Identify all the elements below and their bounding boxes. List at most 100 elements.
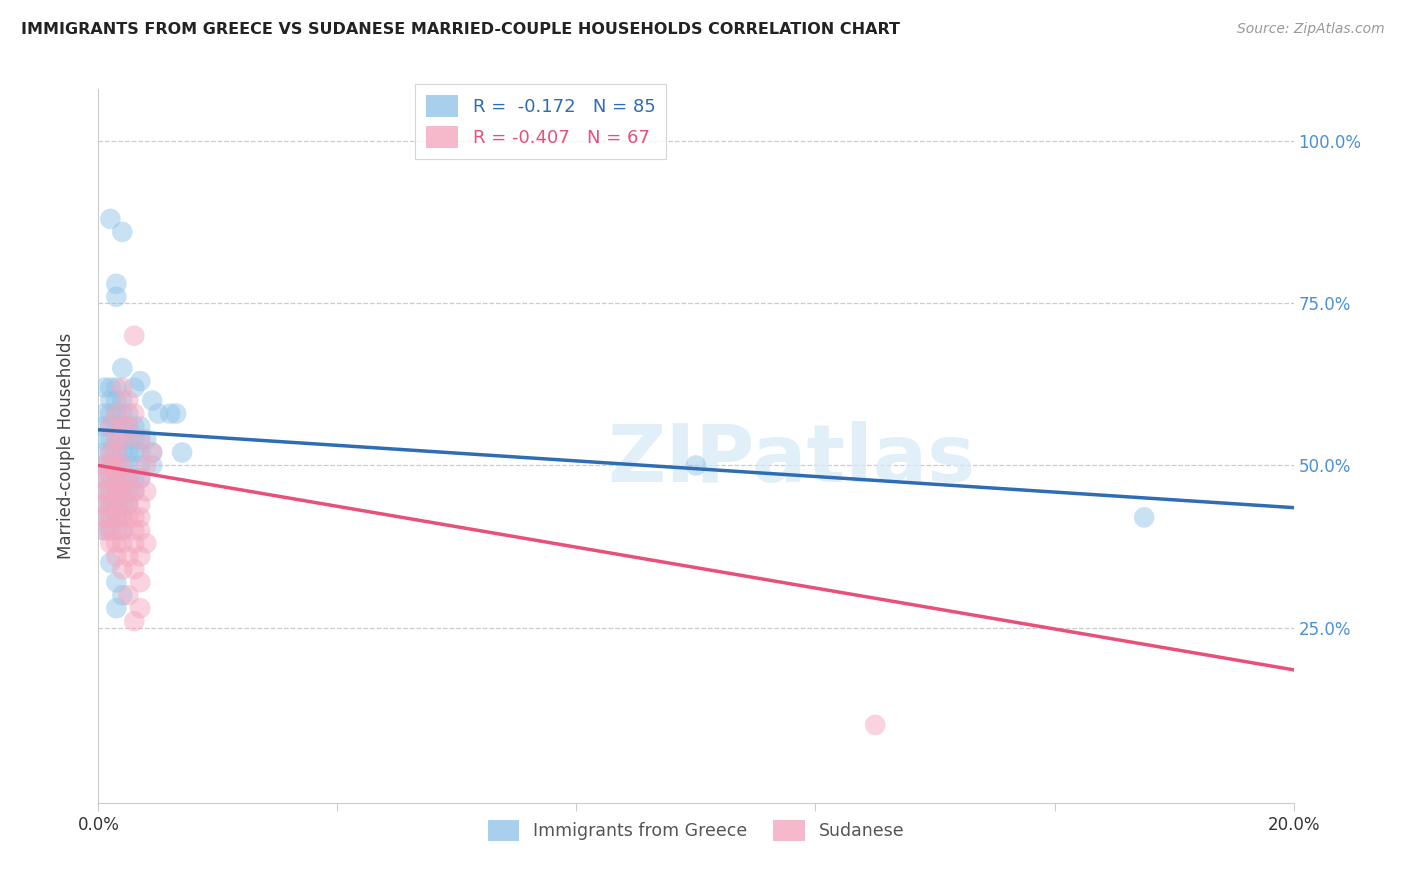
Point: [111, 458, 134, 473]
Point: [111, 524, 134, 538]
Point: [124, 524, 146, 538]
Point: [105, 393, 128, 408]
Point: [93, 497, 115, 511]
Point: [98, 458, 122, 473]
Point: [159, 407, 181, 421]
Point: [98, 433, 122, 447]
Point: [93, 458, 115, 473]
Point: [129, 497, 152, 511]
Point: [129, 471, 152, 485]
Point: [141, 445, 163, 459]
Point: [93, 497, 115, 511]
Point: [93, 381, 115, 395]
Point: [98, 471, 122, 485]
Point: [685, 458, 707, 473]
Y-axis label: Married-couple Households: Married-couple Households: [56, 333, 75, 559]
Point: [117, 471, 139, 485]
Point: [111, 419, 134, 434]
Point: [105, 575, 128, 590]
Point: [93, 471, 115, 485]
Point: [111, 433, 134, 447]
Point: [111, 510, 134, 524]
Point: [129, 445, 152, 459]
Point: [117, 458, 139, 473]
Point: [124, 471, 146, 485]
Point: [93, 407, 115, 421]
Point: [135, 484, 157, 499]
Point: [117, 419, 139, 434]
Point: [98, 510, 122, 524]
Point: [129, 374, 152, 388]
Point: [111, 419, 134, 434]
Point: [93, 484, 115, 499]
Point: [93, 471, 115, 485]
Point: [117, 407, 139, 421]
Point: [105, 290, 128, 304]
Point: [124, 614, 146, 628]
Point: [111, 458, 134, 473]
Point: [117, 445, 139, 459]
Point: [129, 458, 152, 473]
Point: [124, 484, 146, 499]
Point: [129, 601, 152, 615]
Point: [105, 433, 128, 447]
Point: [111, 225, 134, 239]
Point: [117, 433, 139, 447]
Point: [124, 433, 146, 447]
Point: [141, 445, 163, 459]
Point: [98, 471, 122, 485]
Point: [135, 433, 157, 447]
Point: [98, 484, 122, 499]
Point: [93, 419, 115, 434]
Point: [865, 718, 887, 732]
Point: [117, 588, 139, 602]
Point: [98, 445, 122, 459]
Point: [105, 419, 128, 434]
Point: [105, 549, 128, 564]
Point: [105, 458, 128, 473]
Point: [141, 458, 163, 473]
Point: [124, 407, 146, 421]
Point: [124, 381, 146, 395]
Point: [105, 484, 128, 499]
Point: [98, 381, 122, 395]
Point: [98, 445, 122, 459]
Point: [105, 381, 128, 395]
Point: [105, 433, 128, 447]
Point: [98, 393, 122, 408]
Point: [1133, 510, 1156, 524]
Point: [98, 419, 122, 434]
Point: [111, 361, 134, 376]
Point: [117, 497, 139, 511]
Point: [105, 484, 128, 499]
Point: [93, 484, 115, 499]
Point: [111, 471, 134, 485]
Text: IMMIGRANTS FROM GREECE VS SUDANESE MARRIED-COUPLE HOUSEHOLDS CORRELATION CHART: IMMIGRANTS FROM GREECE VS SUDANESE MARRI…: [21, 22, 900, 37]
Point: [111, 393, 134, 408]
Point: [111, 471, 134, 485]
Point: [105, 536, 128, 550]
Point: [117, 471, 139, 485]
Point: [98, 524, 122, 538]
Point: [93, 445, 115, 459]
Point: [105, 510, 128, 524]
Point: [117, 393, 139, 408]
Point: [111, 484, 134, 499]
Point: [98, 419, 122, 434]
Point: [141, 393, 163, 408]
Point: [111, 433, 134, 447]
Point: [98, 407, 122, 421]
Point: [135, 458, 157, 473]
Point: [129, 549, 152, 564]
Point: [129, 419, 152, 434]
Point: [111, 562, 134, 576]
Point: [117, 497, 139, 511]
Text: Source: ZipAtlas.com: Source: ZipAtlas.com: [1237, 22, 1385, 37]
Point: [124, 510, 146, 524]
Point: [105, 471, 128, 485]
Point: [93, 510, 115, 524]
Point: [111, 524, 134, 538]
Point: [124, 562, 146, 576]
Point: [105, 445, 128, 459]
Point: [111, 407, 134, 421]
